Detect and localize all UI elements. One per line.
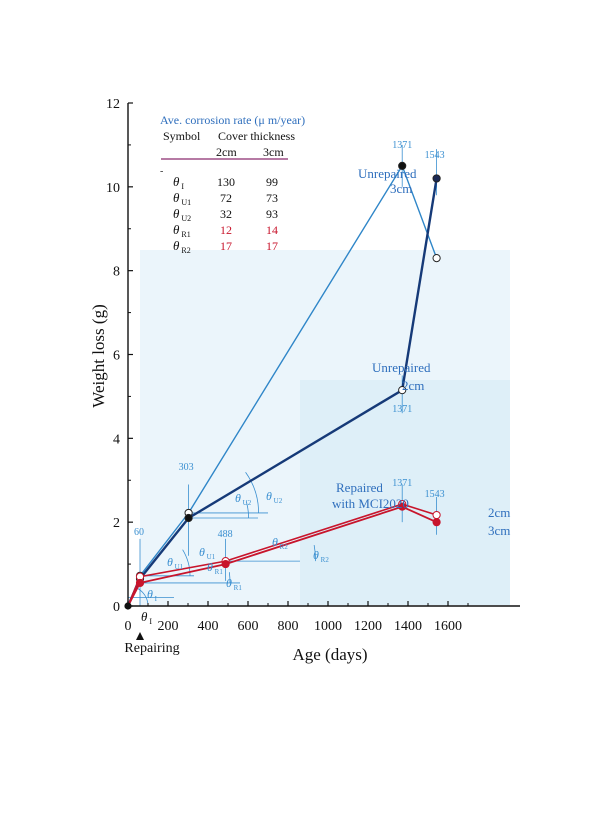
y-tick-label: 0 — [113, 600, 120, 615]
series-label: Unrepaired — [358, 166, 417, 181]
x-tick-label: 800 — [278, 619, 299, 634]
angle-arc — [228, 572, 231, 583]
table-row-value-3cm: 93 — [266, 207, 278, 221]
repairing-triangle-icon — [136, 632, 144, 640]
y-tick-label: 10 — [106, 181, 120, 196]
x-tick-label: 0 — [125, 619, 132, 634]
data-point-r3 — [135, 578, 145, 588]
data-point-u2 — [398, 386, 407, 395]
x-axis-label: Age (days) — [292, 645, 367, 664]
y-tick-label: 2 — [113, 516, 120, 531]
table-dash: - — [160, 166, 163, 177]
angle-label: θ R1 — [226, 576, 242, 592]
wash-panel — [300, 380, 510, 605]
table-row-value-3cm: 17 — [266, 239, 278, 253]
series-label: Repaired — [336, 480, 383, 495]
series-label: Unrepaired — [372, 360, 431, 375]
table-title: Ave. corrosion rate (μ m/year) — [160, 113, 305, 127]
table-row-value-2cm: 72 — [220, 191, 232, 205]
series-label: 3cm — [390, 181, 412, 196]
table-header-cover: Cover thickness — [218, 129, 295, 143]
axes: 0 2 4 6 8 10 12 0 200 400 600 800 1000 1200 1400 1600 — [106, 97, 520, 640]
table-row-symbol: θ U2 — [173, 206, 191, 223]
table-row-symbol: θ R1 — [173, 222, 191, 239]
x-tick-label: 600 — [238, 619, 259, 634]
day-label: 1371 — [392, 478, 412, 489]
x-tick-label: 1600 — [434, 619, 462, 634]
y-tick-label: 6 — [113, 349, 120, 364]
angle-label: θ R2 — [272, 535, 288, 551]
day-label: 1371 — [392, 404, 412, 415]
table-rows: -θ I 130 99 θ U1 72 73 θ U2 32 93 θ R1 12 14 θ R2 17 1… — [160, 166, 278, 255]
day-label: 303 — [179, 462, 194, 473]
table-header-symbol: Symbol — [163, 129, 201, 143]
angle-label: θ I — [141, 609, 152, 626]
data-point-origin — [124, 602, 132, 610]
background-wash — [140, 250, 510, 605]
angle-arc — [313, 544, 316, 562]
table-row-value-3cm: 73 — [266, 191, 278, 205]
y-tick-label: 4 — [113, 432, 120, 447]
data-point-r3 — [432, 518, 441, 527]
angle-label: θ R1 — [207, 560, 223, 576]
data-point-r2 — [432, 510, 441, 520]
data-point-r3 — [398, 502, 407, 511]
angle-label: θ U1 — [199, 545, 216, 561]
angle-arc — [245, 501, 249, 518]
table-row-value-2cm: 12 — [220, 223, 232, 237]
data-point-u3 — [398, 161, 407, 170]
corrosion-rate-table: Ave. corrosion rate (μ m/year) Symbol Co… — [160, 113, 305, 255]
series-label: 2cm — [488, 505, 510, 520]
x-tick-label: 200 — [158, 619, 179, 634]
y-axis-label: Weight loss (g) — [89, 304, 108, 407]
table-row-symbol: θ R2 — [173, 238, 191, 255]
x-tick-label: 1000 — [314, 619, 342, 634]
table-row-value-2cm: 32 — [220, 207, 232, 221]
day-label: 1371 — [392, 140, 412, 151]
series-label: 3cm — [488, 523, 510, 538]
angle-arc — [182, 549, 191, 576]
angle-label: θ I — [147, 587, 158, 603]
table-row-value-3cm: 14 — [266, 223, 278, 237]
x-tick-label: 1400 — [394, 619, 422, 634]
angle-label: θ U2 — [235, 491, 252, 507]
repairing-label: Repairing — [124, 641, 179, 656]
day-label: 1543 — [425, 489, 445, 500]
series-label: 2cm — [402, 378, 424, 393]
data-points — [124, 161, 441, 610]
angle-arc — [245, 472, 259, 513]
data-point-r3 — [221, 559, 230, 569]
x-tick-label: 1200 — [354, 619, 382, 634]
table-subheader-3cm: 3cm — [263, 145, 284, 159]
table-row-value-2cm: 17 — [220, 239, 232, 253]
y-tick-label: 8 — [113, 265, 120, 280]
table-subheader-2cm: 2cm — [216, 145, 237, 159]
data-point-u3 — [432, 253, 441, 263]
angle-label: θ R2 — [313, 548, 329, 564]
x-tick-label: 400 — [198, 619, 219, 634]
table-row-symbol: θ I — [173, 174, 184, 191]
annotations: 6030348813711371137115431543Unrepaired3c… — [134, 140, 510, 626]
angle-label: θ U2 — [266, 489, 283, 505]
y-tick-label: 12 — [106, 97, 120, 112]
series-label: with MCI2020 — [332, 496, 409, 511]
data-point-u2 — [184, 513, 193, 523]
table-row-symbol: θ U1 — [173, 190, 191, 207]
day-label: 60 — [134, 527, 144, 538]
day-label: 488 — [218, 529, 233, 540]
data-point-u2 — [432, 174, 441, 183]
angle-label: θ U1 — [167, 555, 184, 571]
table-row-value-2cm: 130 — [217, 175, 235, 189]
day-label: 1543 — [425, 150, 445, 161]
table-row-value-3cm: 99 — [266, 175, 278, 189]
